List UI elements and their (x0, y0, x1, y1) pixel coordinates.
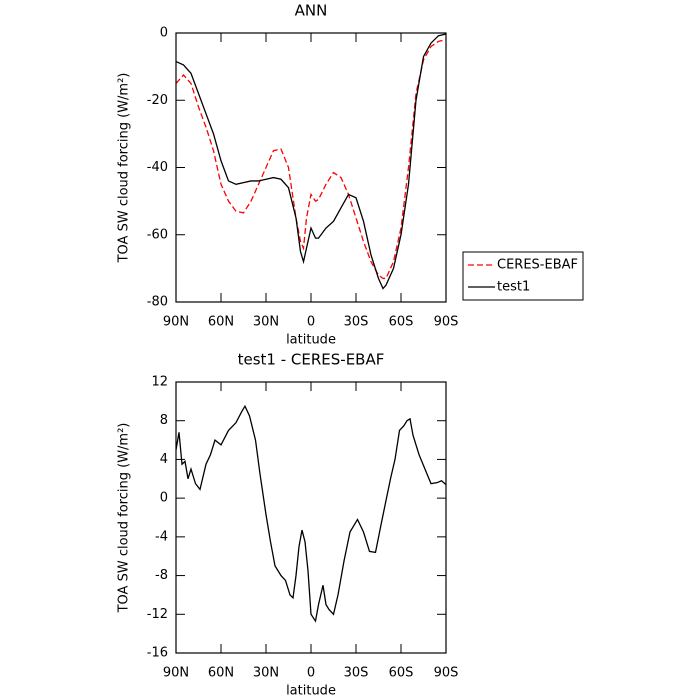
x-tick-label: 90N (163, 666, 189, 681)
data-line (175, 33, 447, 290)
y-tick-label: 0 (160, 491, 168, 506)
y-tick-label: 8 (160, 413, 168, 428)
legend-box (462, 251, 584, 301)
chart-title: test1 - CERES-EBAF (238, 351, 385, 369)
plot-frame (175, 381, 447, 654)
y-tick-label: -8 (155, 568, 168, 583)
data-line (175, 39, 447, 280)
x-tick-label: 60S (389, 666, 414, 681)
y-tick-label: -12 (147, 607, 168, 622)
y-tick-label: 4 (160, 452, 168, 467)
legend-label: CERES-EBAF (497, 258, 578, 273)
x-tick-label: 30S (344, 315, 369, 330)
x-tick-label: 0 (307, 315, 315, 330)
y-axis-label: TOA SW cloud forcing (W/m²) (117, 423, 132, 614)
x-tick-label: 60S (389, 315, 414, 330)
y-tick-label: -60 (147, 227, 168, 242)
chart-title: ANN (295, 2, 328, 20)
y-tick-label: -20 (147, 93, 168, 108)
x-tick-label: 30N (253, 315, 279, 330)
y-tick-label: 0 (160, 26, 168, 41)
legend-label: test1 (497, 280, 530, 295)
plot-frame (175, 32, 447, 303)
y-tick-label: -4 (155, 529, 168, 544)
x-tick-label: 90S (434, 315, 459, 330)
x-tick-label: 90N (163, 315, 189, 330)
y-tick-label: -16 (147, 646, 168, 661)
data-line (175, 404, 447, 623)
x-tick-label: 60N (208, 666, 234, 681)
y-axis-label: TOA SW cloud forcing (W/m²) (117, 73, 132, 264)
y-tick-label: -40 (147, 160, 168, 175)
x-axis-label: latitude (286, 333, 336, 348)
y-tick-label: 12 (151, 375, 168, 390)
x-tick-label: 0 (307, 666, 315, 681)
x-tick-label: 30N (253, 666, 279, 681)
x-tick-label: 90S (434, 666, 459, 681)
x-tick-label: 30S (344, 666, 369, 681)
y-tick-label: -80 (147, 295, 168, 310)
x-tick-label: 60N (208, 315, 234, 330)
x-axis-label: latitude (286, 684, 336, 699)
